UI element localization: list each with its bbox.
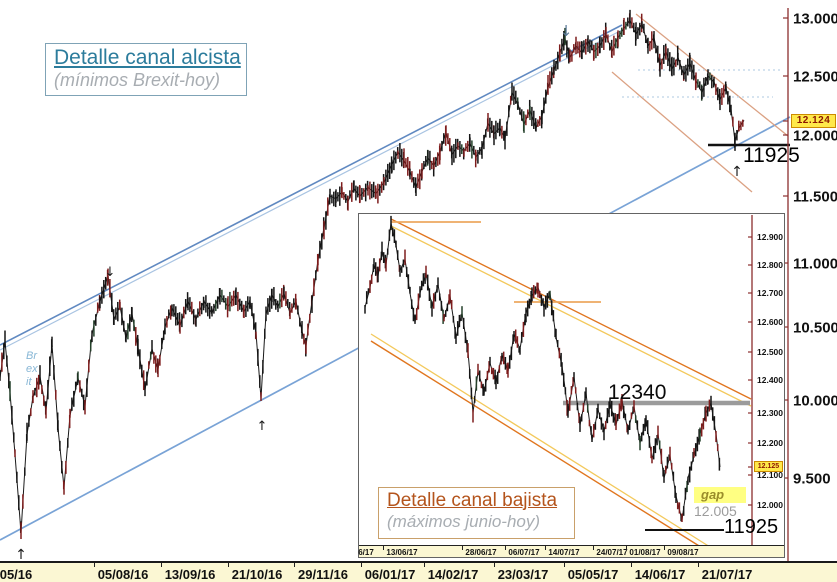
down-arrow: ↓ [560,22,573,40]
x-axis-tick [161,563,162,567]
x-axis-label: 28/06/17 [465,548,497,557]
main-candles [0,9,744,540]
x-axis-tick [94,563,95,567]
inset-support-level-label: 11925 [724,516,779,538]
x-axis-tick [505,546,506,550]
x-axis-label: 23/03/17 [497,567,549,582]
up-arrow: ↑ [257,419,268,434]
inset-x-axis-band: 6/17 13/06/17 28/06/17 06/07/17 14/07/17 24/0… [358,545,784,557]
inset-subtitle: (máximos junio-hoy) [387,512,541,531]
x-axis-label: 06/01/17 [364,567,416,582]
y-axis-label: 13.000 [793,10,837,27]
x-axis-tick [626,546,627,550]
main-support-level-label: 11925 [743,144,800,167]
x-axis-label: 14/06/17 [634,567,686,582]
y-axis-label: 12.000 [757,500,783,510]
y-axis-label: 12.900 [757,232,783,242]
x-axis-tick [545,546,546,550]
up-arrow: ↑ [15,547,27,563]
x-axis-label: 6/17 [358,548,374,557]
x-axis-tick [361,563,362,567]
bear-channel-upper-line-main [635,13,789,137]
x-axis-label: 21/10/16 [231,567,283,582]
x-axis-tick [424,563,425,567]
inset-last-price-tag: 12.125 [754,461,783,472]
inset-price-line [364,222,721,521]
bear-channel-lower-orange [370,340,705,550]
bear-channel-lower-line-main [611,71,753,193]
y-axis-label: 12.800 [757,260,783,270]
x-axis-label: 21/07/17 [701,567,753,582]
y-axis-label: 12.500 [793,68,837,85]
x-axis-label: 13/09/16 [164,567,216,582]
main-title-box: Detalle canal alcista (mínimos Brexit-ho… [45,43,247,96]
y-axis-label: 12.000 [793,127,837,144]
x-axis-tick [494,563,495,567]
main-x-axis-band: 05/16 05/08/16 13/09/16 21/10/16 29/11/16 06/… [0,561,837,582]
y-axis-label: 12.700 [757,288,783,298]
y-axis-label: 10.000 [793,392,837,409]
x-axis-label: 14/02/17 [427,567,479,582]
y-axis-label: 12.200 [757,438,783,448]
x-axis-label: 05/05/17 [567,567,619,582]
x-axis-tick [593,546,594,550]
brexit-event-label: Brexit [26,350,38,388]
x-axis-label: 29/11/16 [298,567,348,582]
x-axis-tick [664,546,665,550]
y-axis-label: 12.400 [757,375,783,385]
bear-channel-upper-orange [390,218,752,400]
main-subtitle: (mínimos Brexit-hoy) [54,70,221,90]
y-axis-label: 9.500 [793,470,831,487]
up-arrow: ↑ [731,164,743,180]
x-axis-label: 13/06/17 [386,548,418,557]
x-axis-tick [564,563,565,567]
x-axis-label: 14/07/17 [548,548,580,557]
inset-title: Detalle canal bajista [387,490,558,511]
x-axis-label: 09/08/17 [667,548,699,557]
y-axis-label: 11.000 [793,255,837,272]
inset-chart-plot[interactable]: 12.900 12.800 12.700 12.600 12.500 12.400 12.3… [359,214,784,557]
inset-title-box: Detalle canal bajista (máximos junio-hoy… [378,487,575,539]
main-last-price-tag: 12.124 [791,114,836,128]
bear-channel-upper-yellow [390,225,752,407]
down-arrow: ↓ [105,265,116,280]
x-axis-tick [383,546,384,550]
x-axis-tick [462,546,463,550]
y-axis-label: 12.100 [757,470,783,480]
x-axis-tick [631,563,632,567]
y-axis-label: 10.500 [793,319,837,336]
x-axis-label: 01/08/17 [629,548,661,557]
x-axis-label: 05/08/16 [97,567,149,582]
x-axis-label: 06/07/17 [508,548,540,557]
x-axis-tick [294,563,295,567]
inset-chart-panel: 12.900 12.800 12.700 12.600 12.500 12.400 12.3… [358,213,785,558]
inset-resistance-label: 12340 [608,381,667,404]
gap-highlight-label: gap [694,487,746,503]
y-axis-label: 11.500 [793,188,837,205]
x-axis-label: 24/07/17 [596,548,628,557]
y-axis-label: 12.300 [757,408,783,418]
x-axis-label: 05/16 [0,567,33,582]
x-axis-tick [228,563,229,567]
bear-channel-lower-yellow [370,333,711,548]
x-axis-tick [698,563,699,567]
gap-value-label: 12.005 [694,503,737,519]
inset-candles [364,215,721,523]
y-axis-label: 12.500 [757,347,783,357]
main-title: Detalle canal alcista [54,46,241,69]
y-axis-label: 12.600 [757,317,783,327]
